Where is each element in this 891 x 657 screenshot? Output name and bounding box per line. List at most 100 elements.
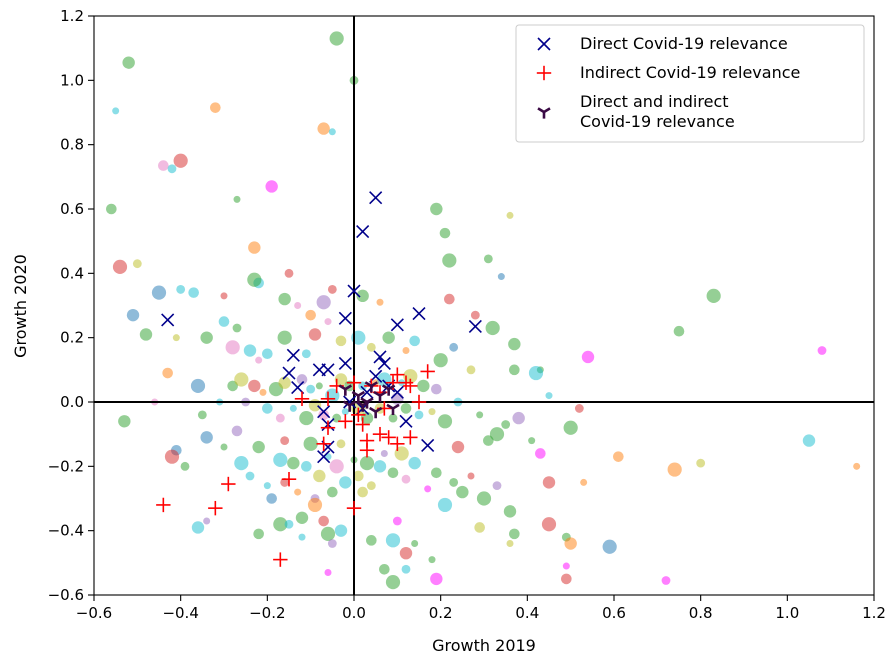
bubble-point [509, 364, 520, 376]
bubble-point [234, 372, 249, 387]
bubble-point [265, 180, 278, 193]
x-tick-label: 0.6 [602, 604, 626, 622]
bubble-point [853, 462, 861, 470]
bubble-point [191, 521, 205, 534]
bubble-point [380, 449, 388, 457]
bubble-point [506, 211, 514, 219]
marker-series-1 [421, 438, 435, 452]
bubble-point [252, 440, 265, 454]
marker-series-2 [316, 436, 331, 452]
marker-series-1 [161, 313, 175, 327]
bubble-point [428, 408, 436, 416]
bubble-point [545, 392, 553, 400]
x-tick-label: 0.2 [429, 604, 453, 622]
marker-series-1 [317, 405, 331, 419]
bubble-point [259, 388, 267, 396]
bubble-point [356, 289, 369, 303]
bubble-point [112, 107, 120, 115]
legend: Direct Covid-19 relevance Indirect Covid-… [515, 24, 865, 143]
x-axis-ticks: −0.6 −0.4 −0.2 0.0 0.2 0.4 0.6 0.8 1.0 1.2 [76, 595, 886, 622]
bubble-point [376, 298, 384, 306]
bubble-point [602, 539, 617, 554]
x-axis-title: Growth 2019 [432, 636, 536, 655]
bubble-point [574, 404, 584, 413]
bubble-point [388, 413, 398, 423]
legend-marker-1 [537, 37, 551, 51]
legend-label-1: Direct Covid-19 relevance [580, 34, 788, 53]
marker-series-2 [403, 430, 418, 445]
bubble-point [287, 456, 300, 470]
bubble-point [563, 420, 578, 435]
marker-series-2 [411, 394, 427, 410]
y-axis-title: Growth 2020 [11, 254, 30, 358]
bubble-point [696, 458, 706, 468]
marker-series-3 [351, 390, 366, 403]
bubble-point [332, 413, 342, 423]
bubble-point [430, 572, 443, 586]
marker-series-2 [390, 367, 405, 382]
background-bubbles [106, 31, 861, 590]
bubble-point [541, 517, 557, 532]
bubble-point [476, 411, 484, 419]
marker-series-3 [368, 406, 383, 419]
marker-series-2 [294, 391, 310, 406]
bubble-point [401, 564, 411, 574]
bubble-point [318, 409, 329, 421]
bubble-point [564, 537, 577, 550]
bubble-point [449, 478, 459, 487]
bubble-point [358, 381, 368, 391]
marker-series-2 [221, 476, 236, 492]
bubble-point [233, 195, 241, 203]
bubble-point [313, 469, 326, 483]
bubble-point [431, 467, 442, 479]
bubble-point [277, 330, 292, 345]
bubble-point [382, 331, 395, 344]
marker-series-1 [338, 311, 352, 325]
y-tick-label: 1.0 [60, 71, 84, 89]
bubble-point [334, 524, 348, 537]
marker-series-2 [351, 407, 366, 423]
bubble-point [456, 485, 469, 499]
legend-label-3: Direct and indirect Covid-19 relevance [580, 92, 735, 131]
bubble-point [483, 254, 493, 264]
bubble-point [218, 316, 230, 327]
marker-series-1 [390, 318, 404, 332]
x-tick-label: 1.2 [862, 604, 886, 622]
bubble-point [439, 227, 451, 239]
bubble-point [667, 462, 682, 477]
bubble-point [561, 573, 572, 585]
y-tick-label: −0.2 [48, 457, 84, 475]
marker-series-2 [346, 375, 362, 390]
bubble-point [613, 451, 624, 462]
y-tick-label: 0.4 [60, 264, 84, 282]
bubble-point [289, 404, 297, 412]
x-tick-label: −0.6 [76, 604, 112, 622]
bubble-point [580, 478, 588, 486]
marker-series-2 [359, 443, 375, 458]
marker-series-2 [281, 472, 297, 487]
bubble-point [162, 367, 173, 379]
bubble-point [329, 459, 344, 474]
bubble-point [245, 471, 255, 481]
bubble-point [273, 517, 288, 532]
bubble-point [255, 356, 263, 364]
bubble-point [139, 328, 153, 341]
bubble-point [503, 505, 517, 518]
bubble-point [329, 31, 344, 46]
bubble-point [299, 410, 314, 426]
marker-series-2 [338, 414, 353, 429]
bubble-point [497, 273, 505, 281]
bubble-point [172, 334, 180, 342]
bubble-point [232, 323, 242, 333]
marker-series-1 [373, 350, 387, 364]
bubble-point [301, 461, 312, 472]
bubble-point [317, 122, 330, 135]
marker-series-3 [373, 390, 387, 403]
bubble-point [306, 384, 316, 394]
y-tick-label: 0.6 [60, 200, 84, 218]
bubble-point [176, 285, 186, 294]
bubble-point [122, 56, 135, 69]
bubble-point [305, 309, 316, 321]
bubble-point [126, 308, 140, 322]
marker-series-2 [420, 364, 435, 379]
